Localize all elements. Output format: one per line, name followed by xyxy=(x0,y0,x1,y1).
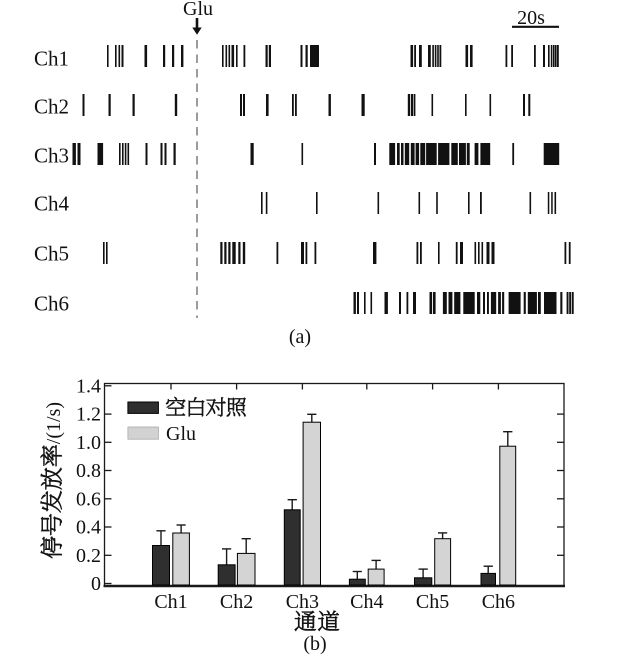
svg-text:Ch1: Ch1 xyxy=(34,47,69,71)
svg-text:0.4: 0.4 xyxy=(76,517,101,539)
svg-text:0.8: 0.8 xyxy=(76,460,101,482)
svg-text:Ch2: Ch2 xyxy=(34,95,69,119)
svg-text:Ch4: Ch4 xyxy=(350,591,383,613)
svg-text:0: 0 xyxy=(91,573,101,595)
svg-text:Ch2: Ch2 xyxy=(220,591,253,613)
svg-text:/(1/s): /(1/s) xyxy=(43,402,65,444)
svg-text:Ch4: Ch4 xyxy=(34,192,70,216)
svg-text:(b): (b) xyxy=(303,633,326,655)
svg-text:Ch5: Ch5 xyxy=(34,242,69,266)
svg-text:0.6: 0.6 xyxy=(76,488,101,510)
svg-text:1.0: 1.0 xyxy=(76,432,101,454)
svg-text:Ch1: Ch1 xyxy=(154,591,187,613)
svg-text:1.2: 1.2 xyxy=(76,404,101,426)
svg-text:(a): (a) xyxy=(289,326,311,348)
svg-text:1.4: 1.4 xyxy=(76,375,101,397)
svg-text:Ch6: Ch6 xyxy=(482,591,515,613)
svg-text:Ch3: Ch3 xyxy=(286,591,319,613)
svg-text:Ch6: Ch6 xyxy=(34,292,69,316)
svg-text:0.2: 0.2 xyxy=(76,545,101,567)
svg-text:Ch3: Ch3 xyxy=(34,144,69,168)
svg-text:20s: 20s xyxy=(517,7,545,29)
svg-text:Ch5: Ch5 xyxy=(416,591,449,613)
svg-text:Glu: Glu xyxy=(166,423,196,445)
svg-text:Glu: Glu xyxy=(183,0,213,20)
